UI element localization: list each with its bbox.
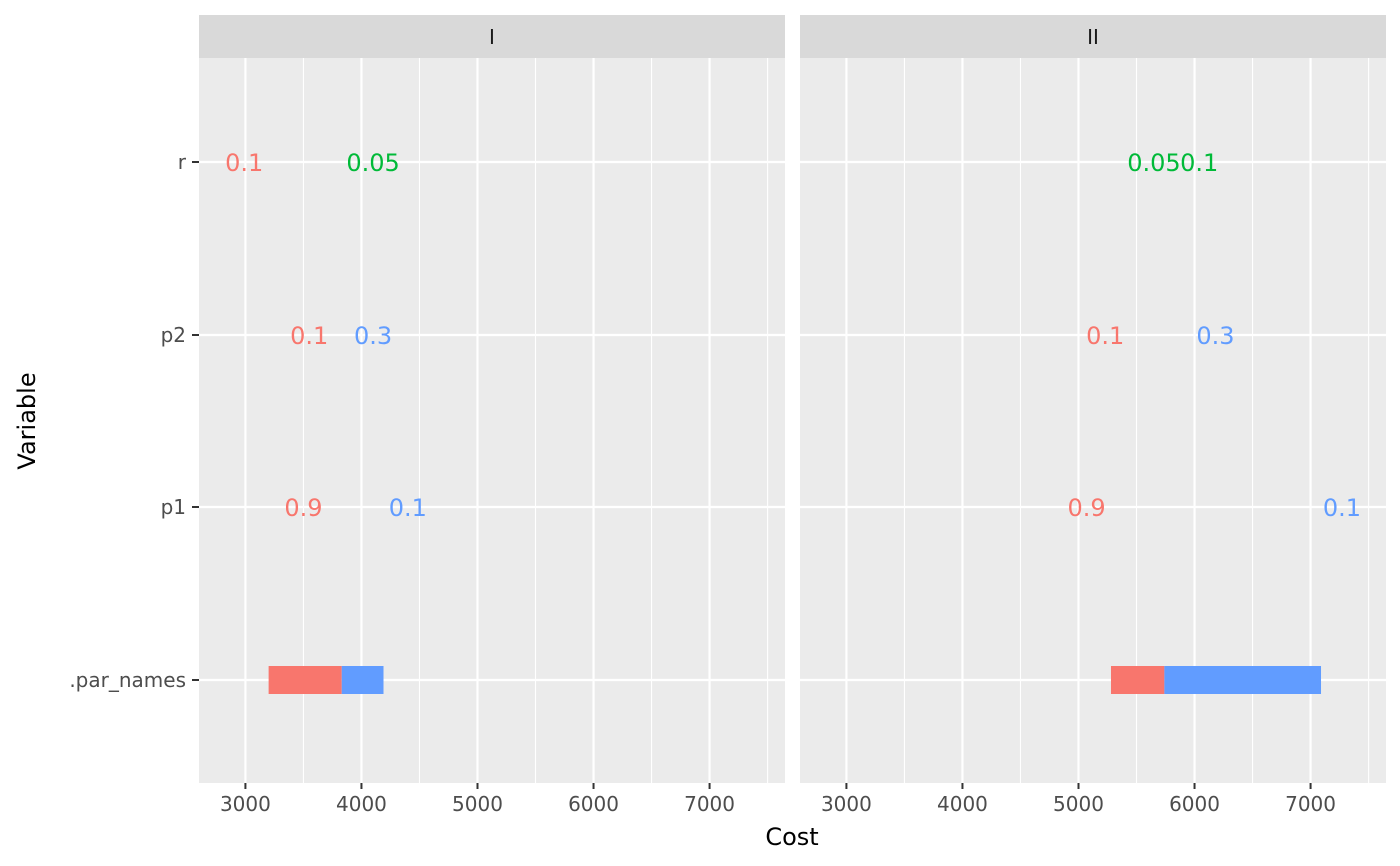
facet-strip-label: I [489, 25, 495, 49]
y-tick-label: p1 [161, 495, 186, 519]
bar-parnames [341, 666, 384, 694]
data-label: 0.1 [1180, 149, 1218, 177]
x-tick-label: 3000 [220, 792, 271, 816]
facet-strip [199, 15, 785, 58]
x-tick-label: 5000 [1053, 792, 1104, 816]
data-label: 0.1 [389, 494, 427, 522]
x-tick-label: 6000 [1169, 792, 1220, 816]
x-tick-label: 3000 [821, 792, 872, 816]
data-label: 0.9 [284, 494, 322, 522]
data-label: 0.05 [346, 149, 399, 177]
x-axis-title: Cost [765, 823, 818, 851]
facet-panel-I: I 0.1 0.05 0.1 0.3 0.9 0.1 [199, 15, 785, 783]
panel-background [800, 58, 1386, 783]
y-axis: r p2 p1 .par_names [69, 150, 199, 692]
y-tick-label: p2 [161, 323, 186, 347]
data-label: 0.3 [1196, 322, 1234, 350]
data-label: 0.1 [1323, 494, 1361, 522]
x-tick-label: 6000 [568, 792, 619, 816]
data-label: 0.3 [354, 322, 392, 350]
facet-strip-label: II [1087, 25, 1099, 49]
facet-panel-II: II0.05 0.10.1 0.30.9 0.1 [800, 15, 1386, 783]
panel-background [199, 58, 785, 783]
data-label: 0.1 [290, 322, 328, 350]
facet-strip [800, 15, 1386, 58]
y-tick-label: .par_names [69, 668, 186, 692]
data-label: 0.1 [225, 149, 263, 177]
x-tick-label: 7000 [684, 792, 735, 816]
x-tick-label: 5000 [452, 792, 503, 816]
data-label: 0.1 [1086, 322, 1124, 350]
bar-parnames [1164, 666, 1322, 694]
x-tick-label: 7000 [1285, 792, 1336, 816]
data-label: 0.9 [1068, 494, 1106, 522]
y-tick-label: r [178, 150, 187, 174]
x-tick-label: 4000 [336, 792, 387, 816]
bar-parnames [268, 666, 342, 694]
x-tick-label: 4000 [937, 792, 988, 816]
bar-parnames [1110, 666, 1165, 694]
y-axis-title: Variable [13, 372, 41, 469]
data-label: 0.05 [1127, 149, 1180, 177]
x-axes: 3000 4000 5000 6000 7000 3000 4000 5000 6000 7000 [220, 783, 1336, 816]
